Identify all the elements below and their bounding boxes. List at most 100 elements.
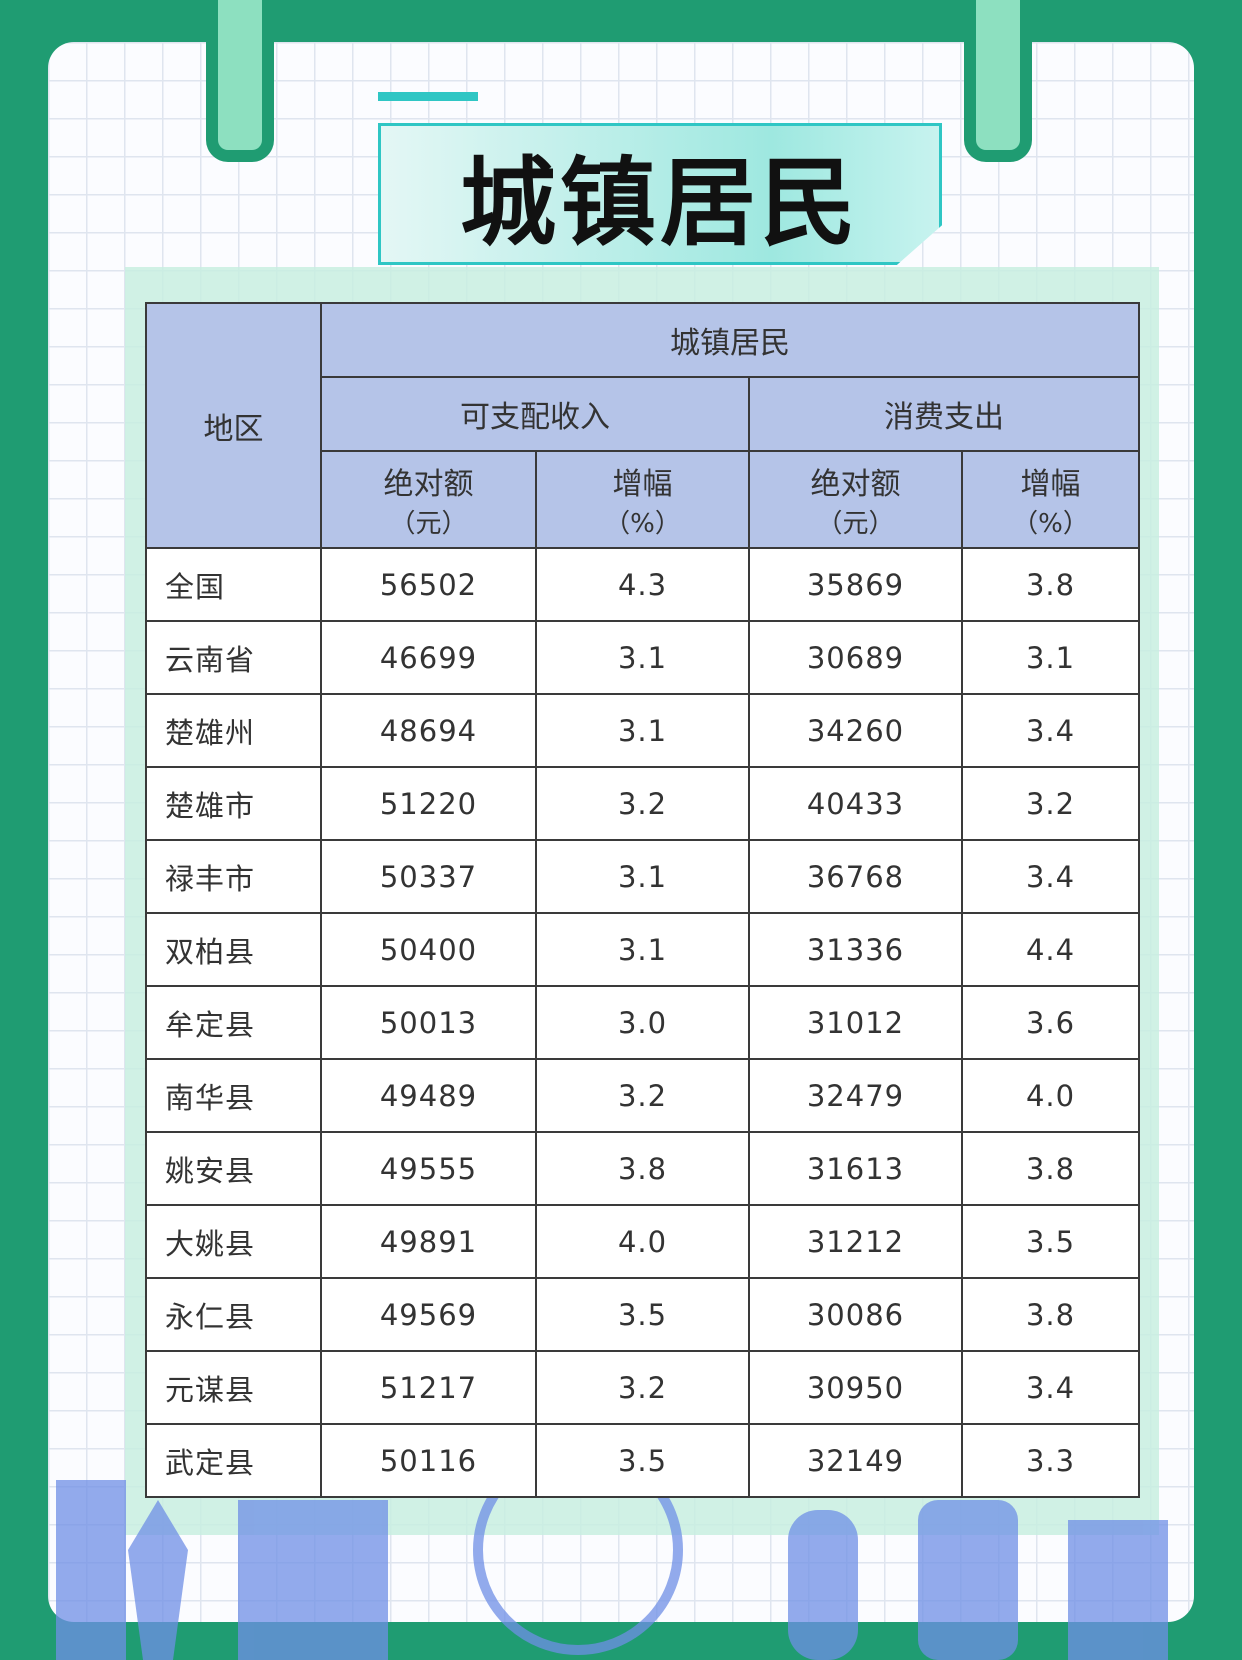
value-cell: 3.1: [535, 693, 750, 768]
row: 楚雄州 48694 3.1 34260 3.4: [145, 693, 1140, 768]
value-cell: 51220: [320, 766, 537, 841]
col-head-name: 绝对额: [383, 467, 474, 502]
region-cell: 姚安县: [145, 1131, 322, 1206]
value-cell: 50400: [320, 912, 537, 987]
region-cell: 大姚县: [145, 1204, 322, 1279]
value-cell: 3.3: [961, 1423, 1140, 1498]
value-cell: 4.3: [535, 547, 750, 622]
value-cell: 50013: [320, 985, 537, 1060]
col-head: 绝对额 （元）: [748, 450, 963, 549]
value-cell: 30950: [748, 1350, 963, 1425]
value-cell: 49891: [320, 1204, 537, 1279]
value-cell: 46699: [320, 620, 537, 695]
region-cell: 南华县: [145, 1058, 322, 1133]
value-cell: 3.8: [961, 547, 1140, 622]
value-cell: 31212: [748, 1204, 963, 1279]
value-cell: 3.5: [535, 1277, 750, 1352]
value-cell: 3.2: [535, 1350, 750, 1425]
binder-ring: [206, 0, 274, 162]
value-cell: 3.2: [535, 1058, 750, 1133]
col-head-unit: （元）: [816, 509, 895, 539]
value-cell: 3.5: [961, 1204, 1140, 1279]
row: 元谋县 51217 3.2 30950 3.4: [145, 1350, 1140, 1425]
col-head-name: 增幅: [612, 467, 673, 502]
accent-bar: [378, 92, 478, 101]
value-cell: 3.1: [961, 620, 1140, 695]
value-cell: 3.8: [961, 1277, 1140, 1352]
sub-head: 消费支出: [748, 376, 1140, 452]
col-head-name: 绝对额: [810, 467, 901, 502]
value-cell: 3.4: [961, 839, 1140, 914]
value-cell: 31012: [748, 985, 963, 1060]
sub-head: 可支配收入: [320, 376, 750, 452]
region-cell: 楚雄市: [145, 766, 322, 841]
value-cell: 4.0: [961, 1058, 1140, 1133]
value-cell: 3.4: [961, 1350, 1140, 1425]
col-head: 绝对额 （元）: [320, 450, 537, 549]
region-cell: 牟定县: [145, 985, 322, 1060]
region-cell: 云南省: [145, 620, 322, 695]
value-cell: 56502: [320, 547, 537, 622]
row: 武定县 50116 3.5 32149 3.3: [145, 1423, 1140, 1498]
value-cell: 3.5: [535, 1423, 750, 1498]
value-cell: 49555: [320, 1131, 537, 1206]
value-cell: 3.8: [961, 1131, 1140, 1206]
col-head: 增幅 （%）: [961, 450, 1140, 549]
row: 楚雄市 51220 3.2 40433 3.2: [145, 766, 1140, 841]
region-cell: 全国: [145, 547, 322, 622]
value-cell: 3.2: [535, 766, 750, 841]
value-cell: 3.8: [535, 1131, 750, 1206]
col-head-unit: （%）: [604, 509, 681, 539]
region-cell: 元谋县: [145, 1350, 322, 1425]
region-cell: 武定县: [145, 1423, 322, 1498]
value-cell: 3.0: [535, 985, 750, 1060]
value-cell: 32149: [748, 1423, 963, 1498]
value-cell: 4.0: [535, 1204, 750, 1279]
value-cell: 3.1: [535, 839, 750, 914]
value-cell: 35869: [748, 547, 963, 622]
value-cell: 31613: [748, 1131, 963, 1206]
row: 云南省 46699 3.1 30689 3.1: [145, 620, 1140, 695]
value-cell: 30086: [748, 1277, 963, 1352]
binder-ring: [964, 0, 1032, 162]
title: 城镇居民: [460, 146, 860, 259]
value-cell: 3.1: [535, 912, 750, 987]
col-head-name: 增幅: [1020, 467, 1081, 502]
title-box: 城镇居民: [378, 123, 942, 265]
col-head-unit: （%）: [1012, 509, 1089, 539]
group-head: 城镇居民: [320, 302, 1140, 378]
col-head-unit: （元）: [389, 509, 468, 539]
value-cell: 40433: [748, 766, 963, 841]
value-cell: 32479: [748, 1058, 963, 1133]
data-table: 地区 城镇居民 可支配收入 消费支出 绝对额 （元） 增幅 （%） 绝对额 （元） 增幅 （%…: [145, 302, 1140, 1498]
value-cell: 3.2: [961, 766, 1140, 841]
value-cell: 31336: [748, 912, 963, 987]
value-cell: 49489: [320, 1058, 537, 1133]
value-cell: 36768: [748, 839, 963, 914]
region-cell: 双柏县: [145, 912, 322, 987]
row: 永仁县 49569 3.5 30086 3.8: [145, 1277, 1140, 1352]
row: 姚安县 49555 3.8 31613 3.8: [145, 1131, 1140, 1206]
value-cell: 3.6: [961, 985, 1140, 1060]
row: 大姚县 49891 4.0 31212 3.5: [145, 1204, 1140, 1279]
region-cell: 禄丰市: [145, 839, 322, 914]
value-cell: 50116: [320, 1423, 537, 1498]
region-head: 地区: [145, 302, 322, 549]
value-cell: 4.4: [961, 912, 1140, 987]
row: 禄丰市 50337 3.1 36768 3.4: [145, 839, 1140, 914]
col-head: 增幅 （%）: [535, 450, 750, 549]
value-cell: 49569: [320, 1277, 537, 1352]
row: 南华县 49489 3.2 32479 4.0: [145, 1058, 1140, 1133]
row: 牟定县 50013 3.0 31012 3.6: [145, 985, 1140, 1060]
value-cell: 30689: [748, 620, 963, 695]
region-cell: 楚雄州: [145, 693, 322, 768]
value-cell: 34260: [748, 693, 963, 768]
value-cell: 3.4: [961, 693, 1140, 768]
row: 双柏县 50400 3.1 31336 4.4: [145, 912, 1140, 987]
value-cell: 51217: [320, 1350, 537, 1425]
value-cell: 50337: [320, 839, 537, 914]
row: 全国 56502 4.3 35869 3.8: [145, 547, 1140, 622]
value-cell: 3.1: [535, 620, 750, 695]
region-cell: 永仁县: [145, 1277, 322, 1352]
